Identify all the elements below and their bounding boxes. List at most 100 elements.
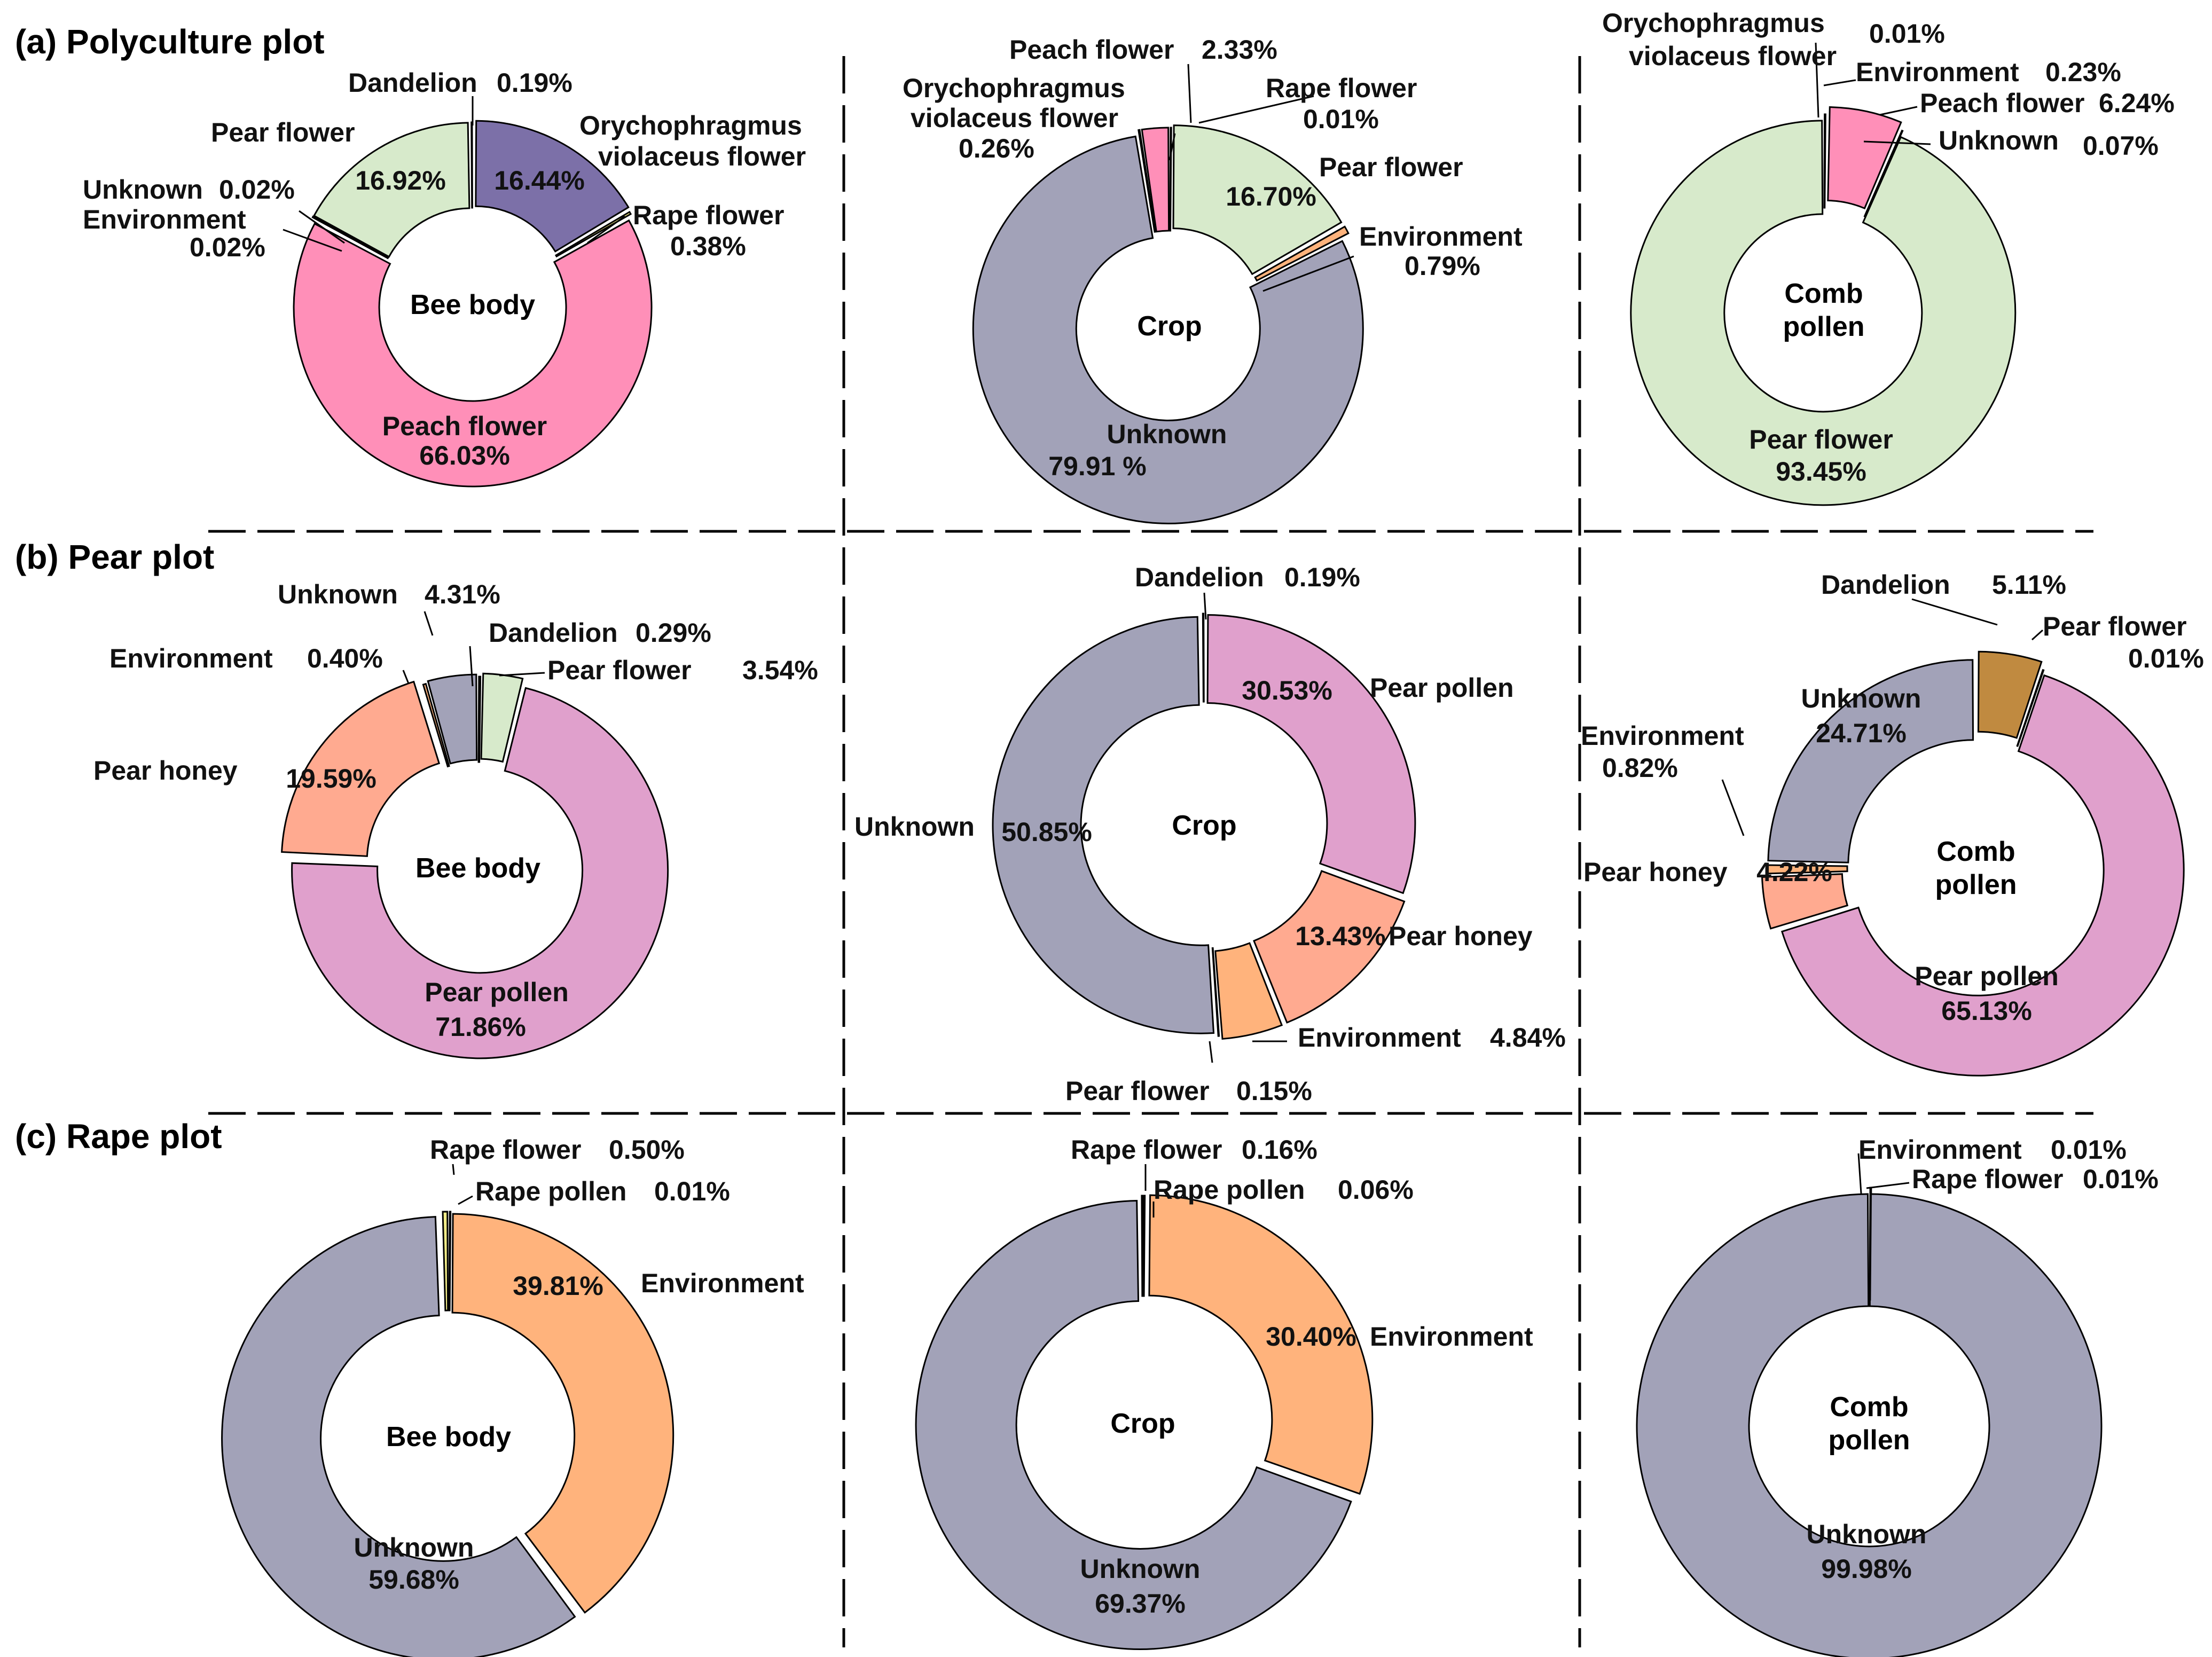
category-label-pear-honey: Pear honey bbox=[93, 756, 238, 786]
data-label-environment: 0.23% bbox=[2045, 57, 2121, 87]
data-label-rape-flower: 0.01% bbox=[1303, 104, 1379, 134]
center-label: Bee body bbox=[410, 289, 535, 320]
category-label-environment: Environment bbox=[1359, 222, 1523, 252]
data-label-environment: 0.01% bbox=[2051, 1135, 2127, 1165]
category-label-rape-flower: Rape flower bbox=[1912, 1164, 2063, 1194]
leader-line bbox=[1198, 95, 1314, 124]
row-title-a: (a) Polyculture plot bbox=[15, 22, 325, 61]
category-label-unknown: Unknown bbox=[1107, 419, 1227, 449]
data-label-rape-pollen: 0.06% bbox=[1338, 1175, 1414, 1205]
slice-rape-pollen bbox=[1142, 1195, 1146, 1297]
slice-orychophragmus-violaceus-flower bbox=[475, 120, 630, 253]
donut-b1: Bee body 19.59% Pear pollen 71.86% Unknown 4.… bbox=[93, 579, 818, 1059]
category-label-pear-flower: Pear flower bbox=[1319, 152, 1463, 182]
category-label-orychophragmus-violaceus-flower: Orychophragmus bbox=[579, 111, 802, 140]
data-label-environment: 4.84% bbox=[1490, 1023, 1566, 1053]
leader-line bbox=[299, 210, 345, 244]
category-label-orychophragmus-violaceus-flower: Orychophragmus bbox=[1602, 8, 1825, 38]
slice-dandelion bbox=[1977, 650, 2043, 739]
slice-dandelion bbox=[470, 121, 473, 209]
data-label-environment: 0.02% bbox=[190, 232, 265, 262]
data-label-environment: 39.81% bbox=[513, 1271, 603, 1301]
leader-line bbox=[283, 229, 342, 252]
category-label-pear-flower: Pear flower bbox=[1065, 1076, 1210, 1106]
data-label-pear-honey: 19.59% bbox=[286, 764, 376, 794]
data-label-environment: 0.40% bbox=[307, 643, 383, 673]
data-label-peach-flower: 6.24% bbox=[2099, 88, 2175, 118]
center-label: pollen bbox=[1935, 869, 2017, 900]
data-label-pear-pollen: 71.86% bbox=[435, 1012, 526, 1042]
data-label-unknown: 79.91 % bbox=[1048, 451, 1146, 481]
slice-environment bbox=[1869, 1187, 1872, 1301]
donut-c2: Crop 30.40% Unknown 69.37% Rape flower 0.16% R… bbox=[915, 1135, 1533, 1650]
slice-rape-flower bbox=[1141, 1195, 1144, 1297]
leader-line bbox=[1262, 255, 1354, 292]
slice-pear-flower bbox=[1211, 947, 1220, 1037]
leader-line bbox=[1168, 133, 1176, 161]
center-label: Comb bbox=[1784, 278, 1863, 309]
category-label-peach-flower: Peach flower bbox=[1009, 35, 1174, 65]
category-label-unknown: Unknown bbox=[83, 175, 203, 205]
category-label-environment: Environment bbox=[1298, 1023, 1461, 1053]
category-label-rape-pollen: Rape pollen bbox=[1154, 1175, 1305, 1205]
center-label: pollen bbox=[1783, 311, 1864, 342]
leader-line bbox=[1187, 64, 1192, 123]
data-label-dandelion: 0.29% bbox=[636, 618, 711, 648]
leader-line bbox=[1823, 79, 1856, 87]
slice-unknown bbox=[221, 1216, 576, 1657]
slice-pear-pollen bbox=[1206, 614, 1416, 894]
category-label-environment: Environment bbox=[1581, 721, 1744, 751]
center-label: pollen bbox=[1828, 1425, 1910, 1456]
data-label-orychophragmus-violaceus-flower: 16.44% bbox=[494, 166, 585, 195]
leader-line bbox=[469, 646, 474, 687]
donut-b2: Crop 30.53% 13.43% 50.85% Dandelion 0.19% Pear… bbox=[854, 562, 1566, 1106]
slice-peach-flower bbox=[293, 219, 653, 488]
slice-unknown bbox=[311, 215, 389, 260]
category-label-dandelion: Dandelion bbox=[489, 618, 618, 648]
category-label-dandelion: Dandelion bbox=[348, 68, 477, 98]
slice-pear-honey bbox=[281, 680, 441, 857]
data-label-rape-pollen: 0.01% bbox=[654, 1176, 730, 1206]
leader-line bbox=[458, 1195, 473, 1205]
data-label-unknown: 99.98% bbox=[1821, 1554, 1912, 1584]
category-label-unknown: Unknown bbox=[1939, 125, 2059, 155]
category-label-pear-flower: Pear flower bbox=[211, 117, 355, 147]
data-label-rape-flower: 0.50% bbox=[609, 1135, 685, 1165]
data-label-dandelion: 0.19% bbox=[1284, 562, 1360, 592]
category-label-environment: Environment bbox=[1370, 1322, 1533, 1352]
slice-unknown bbox=[427, 673, 478, 765]
data-label-pear-flower: 0.01% bbox=[2128, 643, 2204, 673]
leader-line bbox=[1879, 106, 1918, 116]
data-label-orychophragmus-violaceus-flower: 0.26% bbox=[959, 133, 1034, 163]
category-label-rape-flower: Rape flower bbox=[633, 200, 784, 230]
leader-line bbox=[1911, 598, 1998, 626]
category-label-orychophragmus-violaceus-flower: violaceus flower bbox=[1629, 41, 1837, 71]
leader-line bbox=[1209, 1041, 1213, 1063]
category-label-pear-flower: Pear flower bbox=[547, 655, 692, 685]
slice-environment bbox=[1766, 864, 1848, 875]
data-label-rape-flower: 0.38% bbox=[670, 231, 746, 261]
slice-pear-honey bbox=[1761, 873, 1849, 930]
data-label-dandelion: 0.19% bbox=[497, 68, 572, 98]
category-label-peach-flower: Peach flower bbox=[382, 411, 547, 441]
data-label-peach-flower: 66.03% bbox=[419, 441, 510, 470]
leader-line bbox=[587, 215, 625, 244]
leader-line bbox=[1203, 592, 1207, 620]
data-label-unknown: 24.71% bbox=[1816, 718, 1907, 748]
data-label-pear-honey: 13.43% bbox=[1295, 921, 1386, 951]
category-label-orychophragmus-violaceus-flower: violaceus flower bbox=[598, 142, 806, 171]
category-label-peach-flower: Peach flower bbox=[1920, 88, 2084, 118]
category-label-pear-honey: Pear honey bbox=[1389, 921, 1533, 951]
data-label-unknown: 69.37% bbox=[1095, 1589, 1186, 1619]
category-label-rape-flower: Rape flower bbox=[1071, 1135, 1222, 1165]
slice-pear-flower bbox=[313, 122, 470, 258]
slice-rape-flower bbox=[1169, 127, 1172, 232]
slice-unknown bbox=[1636, 1193, 2103, 1657]
center-label: Comb bbox=[1936, 836, 2015, 867]
category-label-pear-pollen: Pear pollen bbox=[1915, 961, 2059, 991]
data-label-dandelion: 5.11% bbox=[1992, 570, 2066, 600]
